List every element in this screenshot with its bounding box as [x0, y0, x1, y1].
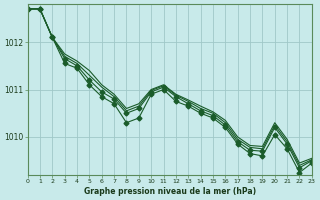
X-axis label: Graphe pression niveau de la mer (hPa): Graphe pression niveau de la mer (hPa): [84, 187, 256, 196]
